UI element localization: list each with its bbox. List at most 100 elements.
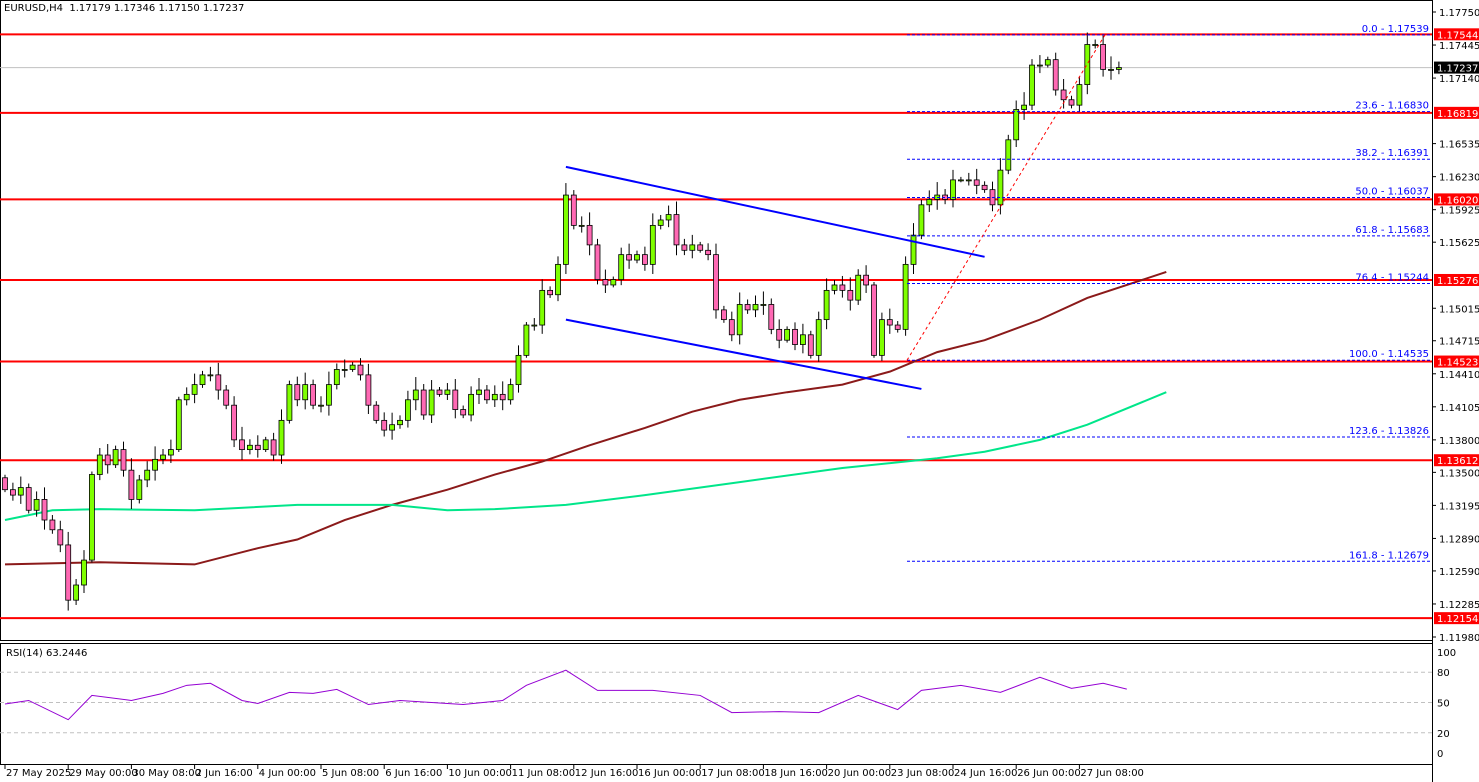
price-tag: 1.15276	[1437, 276, 1478, 287]
bear-candle	[1068, 99, 1075, 106]
time-tick-label: 4 Jun 00:00	[259, 768, 316, 779]
time-tick-label: 27 Jun 08:00	[1080, 768, 1144, 779]
bear-candle	[705, 249, 711, 256]
bull-candle	[318, 404, 324, 407]
bull-candle	[397, 419, 403, 426]
time-tick-label: 17 Jun 08:00	[701, 768, 765, 779]
bear-candle	[1100, 44, 1106, 70]
price-tick-label: 1.13500	[1439, 468, 1479, 479]
price-tick-label: 1.14410	[1439, 370, 1479, 381]
bull-candle	[784, 328, 790, 341]
price-tag: 1.12154	[1437, 614, 1478, 625]
channel-upper-line	[565, 165, 985, 258]
bear-candle	[373, 404, 380, 421]
bear-candle	[294, 384, 301, 401]
bear-candle	[25, 487, 32, 511]
bear-candle	[381, 419, 388, 431]
bear-candle	[1052, 59, 1059, 91]
price-tag: 1.14523	[1437, 358, 1478, 369]
bull-candle	[926, 198, 933, 206]
price-tick-label: 1.14105	[1439, 403, 1479, 414]
rsi-level-label: 20	[1437, 729, 1450, 740]
bull-candle	[183, 393, 190, 401]
channel-lower-line	[565, 318, 922, 390]
bull-candle	[73, 584, 79, 601]
bear-candle	[420, 389, 427, 416]
bull-candle	[17, 487, 24, 496]
fib-level-label: 50.0 - 1.16037	[1355, 187, 1429, 198]
bull-candle	[81, 559, 87, 586]
bull-candle	[539, 289, 546, 326]
bear-candle	[744, 304, 751, 311]
bear-candle	[452, 389, 459, 410]
bull-candle	[578, 224, 585, 227]
price-tag-bg	[1434, 273, 1479, 286]
bear-candle	[894, 324, 901, 330]
price-tick-label: 1.13195	[1439, 501, 1479, 512]
current-price-tag-bg	[1434, 61, 1479, 74]
time-tick-label: 20 Jun 00:00	[828, 768, 892, 779]
bull-candle	[902, 263, 909, 330]
bull-candle	[515, 354, 522, 386]
time-tick-label: 12 Jun 16:00	[575, 768, 639, 779]
bull-candle	[1116, 67, 1122, 70]
time-tick-label: 30 May 08:00	[132, 768, 201, 779]
bear-candle	[768, 304, 775, 330]
bear-candle	[9, 489, 16, 496]
bear-candle	[128, 469, 135, 500]
time-tick-label: 24 Jun 16:00	[954, 768, 1018, 779]
bull-candle	[175, 399, 182, 451]
bear-candle	[713, 254, 719, 311]
bear-candle	[586, 224, 593, 246]
bear-candle	[239, 439, 245, 451]
bull-candle	[144, 469, 151, 481]
bear-candle	[807, 334, 814, 356]
bull-candle	[333, 369, 340, 386]
time-tick-label: 26 Jun 00:00	[1017, 768, 1081, 779]
bull-candle	[1029, 64, 1035, 106]
time-tick-label: 18 Jun 16:00	[764, 768, 828, 779]
bear-candle	[270, 439, 277, 456]
price-tag: 1.17544	[1437, 30, 1478, 41]
bull-candle	[207, 374, 214, 377]
price-tick-label: 1.16535	[1439, 140, 1479, 151]
bear-candle	[871, 284, 877, 356]
time-tick-label: 11 Jun 08:00	[512, 768, 576, 779]
time-tick-label: 29 May 00:00	[69, 768, 138, 779]
time-tick-label: 16 Jun 00:00	[638, 768, 702, 779]
bear-candle	[41, 499, 48, 521]
bull-candle	[689, 244, 696, 251]
rsi-title: RSI(14) 63.2446	[6, 648, 88, 659]
bear-candle	[357, 364, 364, 376]
rsi-level-label: 80	[1437, 668, 1450, 679]
bear-candle	[642, 254, 648, 265]
bull-candle	[1005, 139, 1012, 171]
price-tag: 1.13612	[1437, 456, 1478, 467]
bear-candle	[104, 454, 111, 466]
bear-candle	[1060, 89, 1067, 101]
fib-level-label: 23.6 - 1.16830	[1355, 101, 1429, 112]
symbol-timeframe: EURUSD,H4	[4, 3, 64, 14]
bear-candle	[2, 477, 8, 491]
bear-candle	[365, 374, 372, 406]
bull-candle	[1092, 44, 1099, 46]
price-tag-bg	[1434, 355, 1479, 368]
price-tag-bg	[1434, 193, 1479, 206]
bear-candle	[847, 289, 854, 301]
bull-candle	[855, 274, 862, 301]
bull-candle	[618, 254, 625, 280]
fib-level-label: 161.8 - 1.12679	[1349, 550, 1429, 561]
bull-candle	[958, 179, 964, 182]
bear-candle	[460, 409, 467, 416]
bear-candle	[721, 309, 727, 321]
bull-candle	[965, 179, 972, 182]
bull-candle	[1108, 69, 1114, 71]
bull-candle	[96, 454, 103, 475]
price-tick-label: 1.15625	[1439, 238, 1479, 249]
price-tick-label: 1.12285	[1439, 600, 1479, 611]
bear-candle	[65, 544, 72, 601]
bull-candle	[523, 324, 530, 356]
bull-candle	[950, 179, 956, 200]
price-tick-label: 1.14715	[1439, 337, 1479, 348]
